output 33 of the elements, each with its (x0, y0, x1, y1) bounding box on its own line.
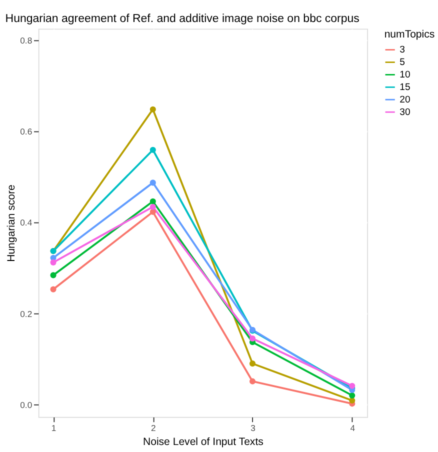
legend-label: 20 (400, 94, 410, 106)
y-tick-label: 0.6 (20, 126, 32, 137)
point (150, 204, 156, 210)
point (349, 392, 356, 398)
point (150, 208, 156, 215)
y-tick-label: 0.0 (20, 400, 32, 410)
point (150, 180, 156, 186)
x-tick-label: 4 (350, 422, 356, 433)
point (150, 198, 156, 204)
point (50, 259, 56, 266)
legend-label: 5 (400, 57, 405, 68)
legend-label: 30 (400, 106, 410, 118)
legend-label: 15 (400, 82, 410, 94)
point (249, 360, 256, 367)
x-tick-label: 3 (250, 422, 256, 433)
y-tick-label: 0.4 (20, 218, 32, 228)
x-tick-label: 1 (51, 422, 56, 433)
chart-title: Hungarian agreement of Ref. and additive image noise on bbc corpus (5, 13, 360, 25)
x-axis-title: Noise Level of Input Texts (142, 436, 264, 448)
legend-title: numTopics (384, 28, 435, 40)
point (50, 272, 56, 278)
x-tick-label: 2 (150, 422, 156, 433)
y-tick-label: 0.2 (20, 308, 32, 319)
y-tick-label: 0.8 (20, 35, 32, 46)
point (150, 146, 156, 153)
point (50, 286, 56, 292)
point (249, 335, 256, 342)
point (150, 106, 156, 112)
legend-label: 3 (400, 44, 405, 56)
y-axis-title: Hungarian score (5, 184, 18, 262)
point (349, 382, 356, 389)
point (249, 378, 256, 384)
legend-label: 10 (400, 70, 410, 81)
